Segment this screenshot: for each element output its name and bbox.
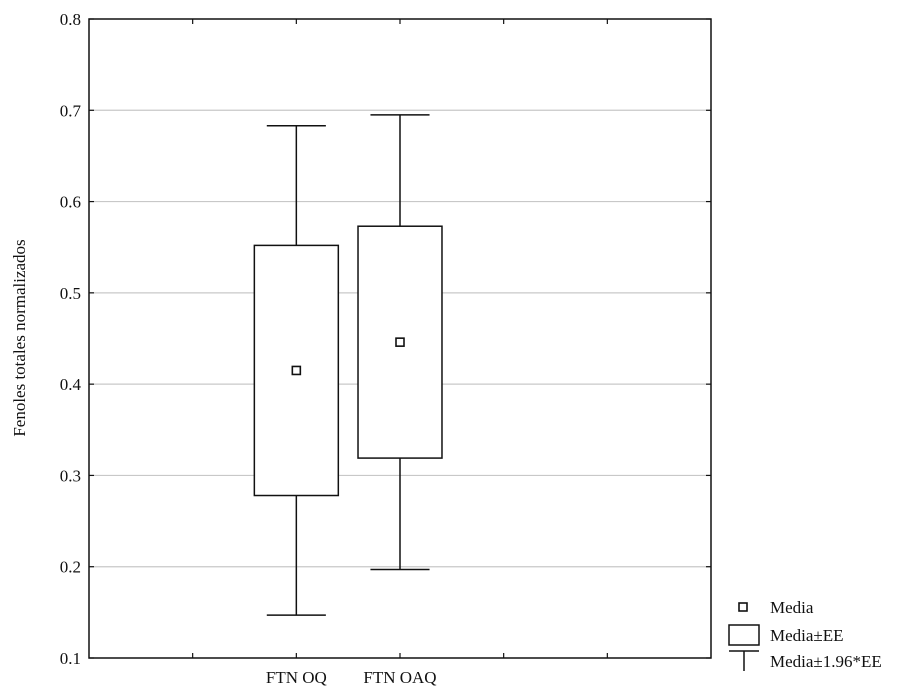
mean-marker: [395, 337, 405, 347]
legend: Media Media±EE Media±1.96*EE: [728, 598, 882, 671]
y-tick-label: 0.8: [60, 10, 81, 29]
se-box: [357, 225, 443, 459]
y-tick-label: 0.4: [60, 375, 82, 394]
x-axis-ticks: [192, 19, 608, 658]
y-tick-label: 0.2: [60, 558, 81, 577]
mean-marker: [291, 365, 302, 376]
legend-mean-marker: [738, 602, 748, 612]
legend-label-ci: Media±1.96*EE: [770, 652, 882, 671]
legend-se-box: [728, 624, 760, 646]
x-tick-label: FTN OQ: [266, 668, 327, 687]
x-axis-tick-labels: FTN OQ FTN OAQ: [266, 668, 437, 687]
box-group: [357, 114, 443, 571]
y-axis-title: Fenoles totales normalizados: [10, 239, 29, 436]
y-tick-label: 0.7: [60, 101, 82, 120]
legend-label-se: Media±EE: [770, 626, 844, 645]
y-axis-ticks: 0.1 0.2 0.3 0.4 0.5 0.6 0.7 0.8: [60, 10, 711, 668]
y-tick-label: 0.5: [60, 284, 81, 303]
boxes: [253, 114, 443, 616]
y-tick-label: 0.1: [60, 649, 81, 668]
box-group: [253, 125, 340, 616]
y-tick-label: 0.6: [60, 193, 81, 212]
x-tick-label: FTN OAQ: [363, 668, 436, 687]
se-box: [253, 244, 340, 497]
legend-label-mean: Media: [770, 598, 814, 617]
y-tick-label: 0.3: [60, 466, 81, 485]
